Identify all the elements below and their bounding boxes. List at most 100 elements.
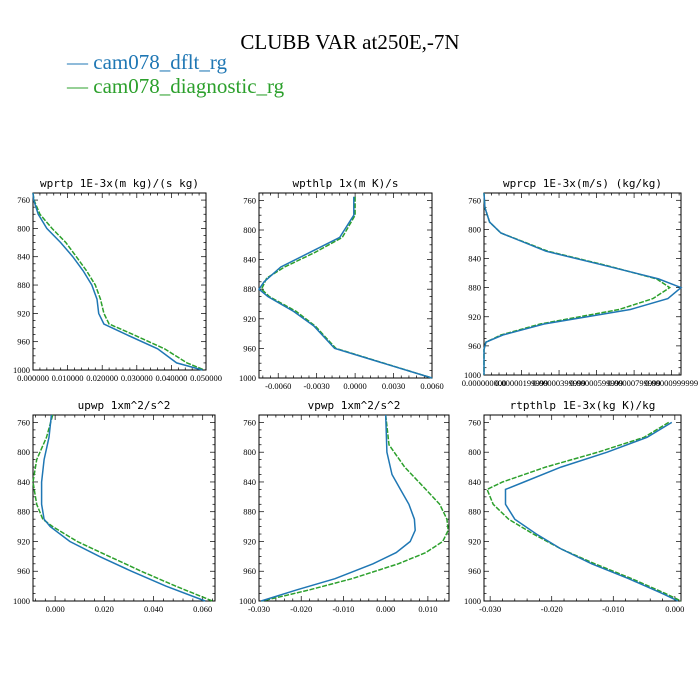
x-tick-label: 0.000: [665, 604, 684, 614]
plot-frame: [258, 192, 433, 379]
y-tick-label: 800: [17, 447, 30, 457]
subplot-title: wprtp 1E-3x(m kg)/(s kg): [40, 177, 199, 190]
x-tick-label: 0.050000: [190, 373, 222, 383]
y-tick-label: 760: [17, 195, 30, 205]
x-tick-label: 0.010: [418, 604, 437, 614]
y-tick-label: 880: [17, 280, 30, 290]
legend: — cam078_dflt_rg — cam078_diagnostic_rg: [67, 50, 284, 98]
subplot-title: vpwp 1xm^2/s^2: [308, 399, 401, 412]
x-tick-label: 0.0000: [343, 381, 366, 391]
y-tick-label: 920: [468, 536, 481, 546]
y-tick-label: 960: [243, 566, 256, 576]
x-tick-label: -0.010: [602, 604, 624, 614]
y-tick-label: 880: [243, 507, 256, 517]
y-tick-label: 840: [17, 252, 30, 262]
y-tick-label: 1000: [464, 596, 481, 606]
y-tick-label: 920: [243, 536, 256, 546]
subplot-3: wprcp 1E-3x(m/s) (kg/kg) 760 800 840 880 920 9…: [462, 177, 698, 388]
x-tick-label: 0.020: [95, 604, 114, 614]
subplot-6: rtpthlp 1E-3x(kg K)/kg 760 800 840 880 920 960…: [464, 399, 684, 614]
x-tick-label: 0.00000799999: [608, 378, 661, 388]
series-line-diagnostic: [486, 421, 682, 602]
subplot-title: wpthlp 1x(m K)/s: [293, 177, 399, 190]
subplot-1: wprtp 1E-3x(m kg)/(s kg) 760 800 840 880 920 9…: [13, 177, 222, 383]
x-tick-label: 0.000: [46, 604, 65, 614]
series-line-dflt: [504, 421, 679, 602]
y-tick-label: 960: [468, 566, 481, 576]
x-tick-label: 0.010000: [52, 373, 84, 383]
x-tick-label: -0.030: [479, 604, 501, 614]
legend-entry-diagnostic: — cam078_diagnostic_rg: [67, 74, 284, 98]
y-tick-label: 840: [243, 477, 256, 487]
chart-main-title: CLUBB VAR at250E,-7N: [240, 30, 460, 54]
x-tick-label: -0.010: [332, 604, 354, 614]
x-tick-label: 0.0030: [382, 381, 405, 391]
y-tick-label: 760: [468, 417, 481, 427]
series-line-diagnostic: [32, 192, 205, 371]
x-tick-label: -0.030: [248, 604, 270, 614]
x-tick-label: -0.0030: [304, 381, 330, 391]
subplot-4: upwp 1xm^2/s^2 760 800 840 880 920 960 1000 0.00…: [13, 399, 216, 614]
x-tick-label: 0.00000199999: [495, 378, 548, 388]
y-tick-label: 800: [243, 447, 256, 457]
y-tick-label: 1000: [13, 596, 30, 606]
x-tick-label: 0.040000: [155, 373, 187, 383]
x-tick-label: 0.060: [193, 604, 212, 614]
plot-frame: [32, 192, 207, 371]
series-line-diagnostic: [32, 414, 213, 602]
series-line-diagnostic: [483, 192, 672, 375]
subplot-2: wpthlp 1x(m K)/s 760 800 840 880 920 960 1000 -0…: [239, 177, 444, 391]
series-line-diagnostic: [262, 414, 449, 602]
y-tick-label: 960: [17, 566, 30, 576]
subplot-title: upwp 1xm^2/s^2: [78, 399, 171, 412]
y-tick-label: 840: [17, 477, 30, 487]
y-tick-label: 880: [17, 507, 30, 517]
y-tick-label: 880: [243, 284, 256, 294]
y-tick-label: 960: [243, 343, 256, 353]
x-tick-label: 0.00000399999: [532, 378, 585, 388]
x-tick-label: 0.000000000: [462, 378, 507, 388]
x-tick-label: 0.030000: [121, 373, 153, 383]
y-tick-label: 760: [243, 417, 256, 427]
y-tick-label: 880: [468, 507, 481, 517]
x-tick-label: 0.00000599999: [570, 378, 623, 388]
subplot-title: wprcp 1E-3x(m/s) (kg/kg): [503, 177, 662, 190]
series-line-dflt: [260, 414, 416, 602]
series-line-diagnostic: [260, 196, 433, 379]
plot-frame: [32, 414, 216, 602]
y-tick-label: 920: [243, 314, 256, 324]
y-tick-label: 800: [468, 447, 481, 457]
x-tick-label: -0.020: [541, 604, 563, 614]
legend-entry-dflt: — cam078_dflt_rg: [67, 50, 284, 74]
x-tick-label: 0.020000: [86, 373, 118, 383]
y-tick-label: 840: [468, 254, 481, 264]
x-tick-label: 0.040: [144, 604, 163, 614]
y-tick-label: 960: [17, 337, 30, 347]
x-tick-label: -0.020: [290, 604, 312, 614]
y-tick-label: 1000: [464, 370, 481, 380]
plot-frame: [483, 192, 682, 376]
y-tick-label: 760: [243, 195, 256, 205]
series-line-dflt: [40, 414, 206, 602]
subplot-title: rtpthlp 1E-3x(kg K)/kg: [510, 399, 656, 412]
y-tick-label: 920: [17, 308, 30, 318]
x-tick-label: 0.000000: [17, 373, 49, 383]
x-tick-label: 0.000: [376, 604, 395, 614]
y-tick-label: 1000: [13, 365, 30, 375]
legend-label-dflt: — cam078_dflt_rg: [67, 50, 228, 74]
y-tick-label: 1000: [239, 596, 256, 606]
x-tick-label: 0.00000999999: [645, 378, 698, 388]
legend-label-diagnostic: — cam078_diagnostic_rg: [67, 74, 285, 98]
y-tick-label: 920: [17, 536, 30, 546]
series-line-dflt: [483, 192, 683, 375]
subplot-5: vpwp 1xm^2/s^27608008408809209601000-0.0…: [239, 399, 450, 614]
y-tick-label: 800: [243, 225, 256, 235]
y-tick-label: 840: [243, 255, 256, 265]
plot-frame: [483, 414, 682, 602]
y-tick-label: 840: [468, 477, 481, 487]
y-tick-label: 960: [468, 341, 481, 351]
y-tick-label: 760: [468, 195, 481, 205]
y-tick-label: 920: [468, 312, 481, 322]
x-tick-label: 0.0060: [420, 381, 443, 391]
